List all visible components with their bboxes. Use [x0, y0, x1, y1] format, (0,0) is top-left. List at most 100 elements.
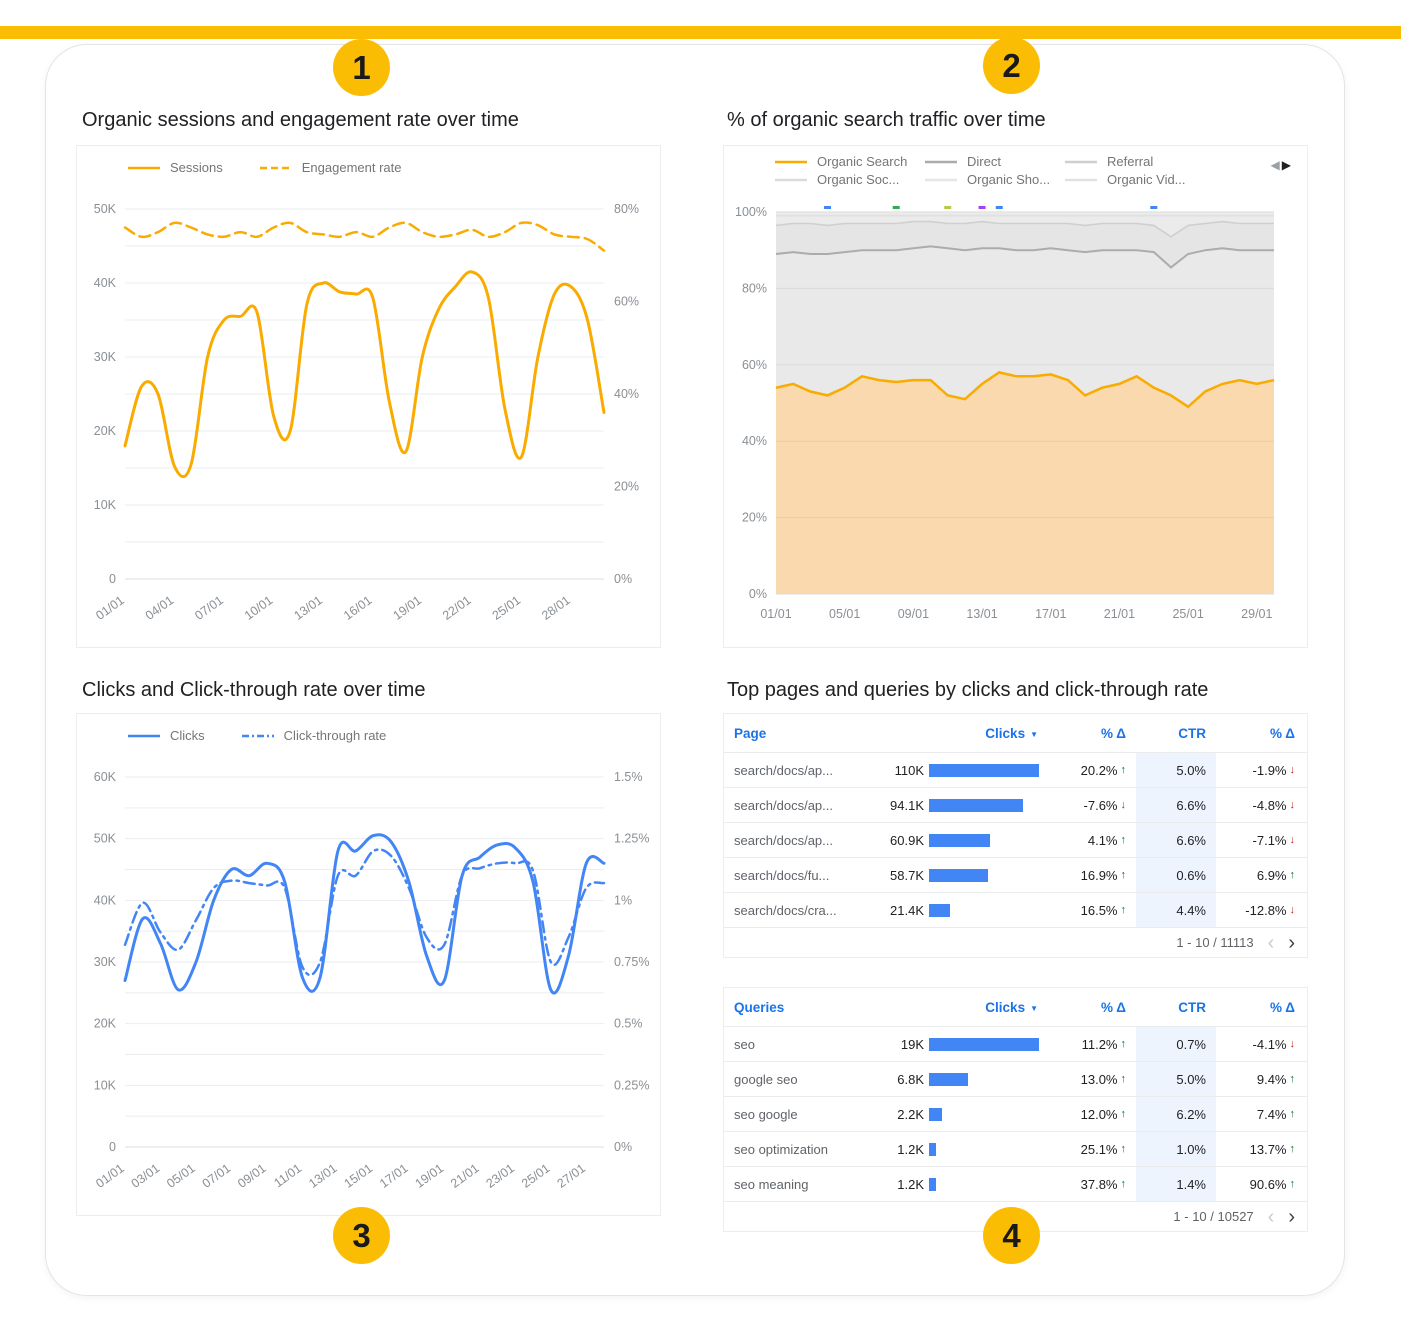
arrow-down-icon: ↓: [1289, 799, 1296, 811]
annotation-badge-3: 3: [333, 1207, 390, 1264]
x-axis-label: 19/01: [413, 1161, 447, 1191]
y-axis-label: 20K: [94, 424, 117, 438]
clicks-cell: 6.8K: [870, 1062, 1048, 1096]
x-axis-label: 21/01: [1104, 607, 1135, 621]
panel-title-traffic: % of organic search traffic over time: [727, 109, 1046, 131]
column-header-queries[interactable]: Queries: [724, 988, 870, 1026]
table-row[interactable]: search/docs/ap... 60.9K 4.1% ↑ 6.6% -7.1% ↓: [724, 823, 1307, 858]
x-axis-label: 01/01: [760, 607, 791, 621]
column-header-label: Clicks: [985, 725, 1026, 741]
table-row[interactable]: google seo 6.8K 13.0% ↑ 5.0% 9.4% ↑: [724, 1062, 1307, 1097]
table-row[interactable]: search/docs/fu... 58.7K 16.9% ↑ 0.6% 6.9% ↑: [724, 858, 1307, 893]
ctr-value: 5.0%: [1136, 753, 1216, 787]
clicks-value: 21.4K: [890, 902, 924, 918]
table-row[interactable]: search/docs/cra... 21.4K 16.5% ↑ 4.4% -12.8% ↓: [724, 893, 1307, 928]
clicks-cell: 94.1K: [870, 788, 1048, 822]
legend-item-organic-vid[interactable]: Organic Vid...: [1064, 172, 1214, 187]
y2-axis-label: 40%: [614, 387, 639, 401]
legend-prev-icon[interactable]: ◀: [1270, 158, 1282, 172]
table-row[interactable]: search/docs/ap... 110K 20.2% ↑ 5.0% -1.9% ↓: [724, 753, 1307, 788]
x-axis-label: 13/01: [306, 1161, 340, 1191]
x-axis-label: 29/01: [1241, 607, 1272, 621]
legend-item-organic-soc[interactable]: Organic Soc...: [774, 172, 924, 187]
y-axis-label: 20%: [742, 511, 767, 525]
legend-label: Sessions: [170, 160, 223, 175]
click-through-rate-line: [123, 848, 606, 977]
pagination-label: 1 - 10 / 11113: [1176, 935, 1254, 950]
legend-next-icon[interactable]: ▶: [1281, 158, 1293, 172]
legend-item-click-through-rate[interactable]: Click-through rate: [241, 728, 386, 743]
legend-label: Organic Vid...: [1107, 172, 1186, 187]
y2-axis-label: 20%: [614, 480, 639, 494]
pagination-next-icon[interactable]: ›: [1288, 1205, 1295, 1228]
sessions-engagement-chart: Sessions Engagement rate 0 10K 20K 30K 40K 50K 0…: [76, 145, 661, 648]
column-header-label: Page: [734, 725, 767, 741]
table-row[interactable]: seo 19K 11.2% ↑ 0.7% -4.1% ↓: [724, 1027, 1307, 1062]
table-row[interactable]: seo optimization 1.2K 25.1% ↑ 1.0% 13.7% ↑: [724, 1132, 1307, 1167]
column-header-label: % Δ: [1101, 999, 1126, 1015]
y-axis-label: 20K: [94, 1017, 117, 1031]
clicks-bar: [929, 763, 1039, 777]
column-header-label: % Δ: [1270, 725, 1295, 741]
y-axis-label: 50K: [94, 202, 117, 216]
column-header-col2[interactable]: % Δ: [1048, 714, 1136, 752]
referral-area: [776, 221, 1274, 268]
column-header-col2[interactable]: % Δ: [1048, 988, 1136, 1026]
sessions-swatch-icon: [128, 166, 160, 169]
column-header-col1[interactable]: Clicks ▼: [870, 714, 1048, 752]
clicks-bar: [929, 903, 950, 917]
arrow-up-icon: ↑: [1120, 764, 1127, 776]
arrow-up-icon: ↑: [1120, 834, 1127, 846]
clicks-bar: [929, 1072, 968, 1086]
delta-cell: 13.0% ↑: [1048, 1062, 1136, 1096]
panel-title-clicks: Clicks and Click-through rate over time: [82, 679, 426, 701]
legend-label: Referral: [1107, 154, 1154, 169]
ctr-value: 5.0%: [1136, 1062, 1216, 1096]
pagination-row: 1 - 10 / 10527 ‹ ›: [724, 1202, 1307, 1231]
y2-axis-label: 1.25%: [614, 832, 649, 846]
clicks-bar: [929, 1107, 942, 1121]
table-row[interactable]: search/docs/ap... 94.1K -7.6% ↓ 6.6% -4.8% ↓: [724, 788, 1307, 823]
legend-item-organic-search[interactable]: Organic Search: [774, 154, 924, 169]
engagement-rate-swatch-icon: [259, 166, 292, 169]
table-row[interactable]: seo meaning 1.2K 37.8% ↑ 1.4% 90.6% ↑: [724, 1167, 1307, 1202]
legend-label: Clicks: [170, 728, 205, 743]
clicks-value: 6.8K: [897, 1071, 924, 1087]
engagement-rate-line: [123, 221, 606, 252]
column-header-col3[interactable]: CTR: [1136, 988, 1216, 1026]
column-header-col3[interactable]: CTR: [1136, 714, 1216, 752]
column-header-page[interactable]: Page: [724, 714, 870, 752]
delta-cell: -1.9% ↓: [1216, 753, 1305, 787]
delta-cell: 90.6% ↑: [1216, 1167, 1305, 1201]
delta-value: 13.0%: [1080, 1071, 1118, 1087]
pagination-prev-icon[interactable]: ‹: [1267, 1205, 1275, 1228]
pagination-next-icon[interactable]: ›: [1288, 931, 1295, 954]
table-row[interactable]: seo google 2.2K 12.0% ↑ 6.2% 7.4% ↑: [724, 1097, 1307, 1132]
legend-item-direct[interactable]: Direct: [924, 154, 1064, 169]
column-header-col4[interactable]: % Δ: [1216, 988, 1305, 1026]
column-header-col1[interactable]: Clicks ▼: [870, 988, 1048, 1026]
arrow-up-icon: ↑: [1289, 1178, 1296, 1190]
y-axis-label: 0: [109, 1140, 116, 1154]
series-markers: [824, 206, 1158, 209]
pagination-prev-icon[interactable]: ‹: [1267, 931, 1275, 954]
x-axis-label: 01/01: [93, 1161, 127, 1191]
legend-item-engagement-rate[interactable]: Engagement rate: [259, 160, 401, 175]
annotation-badge-4: 4: [983, 1207, 1040, 1264]
legend-item-organic-sho[interactable]: Organic Sho...: [924, 172, 1064, 187]
legend-item-clicks[interactable]: Clicks: [127, 728, 205, 743]
x-axis-label: 09/01: [235, 1161, 269, 1191]
clicks-cell: 19K: [870, 1027, 1048, 1061]
sessions_engagement-plot[interactable]: 0 10K 20K 30K 40K 50K 0% 20% 40% 60% 80% 01/01 04/01…: [77, 194, 661, 648]
delta-value: 25.1%: [1080, 1141, 1118, 1157]
organic_traffic_share-plot[interactable]: 0% 20% 40% 60% 80% 100% 01/01 05/01 09/01 13/01 17…: [724, 194, 1308, 648]
arrow-down-icon: ↓: [1289, 764, 1296, 776]
ctr-value: 6.6%: [1136, 823, 1216, 857]
legend-item-referral[interactable]: Referral: [1064, 154, 1214, 169]
column-header-col4[interactable]: % Δ: [1216, 714, 1305, 752]
delta-cell: -12.8% ↓: [1216, 893, 1305, 927]
delta-value: -4.1%: [1252, 1036, 1287, 1052]
clicks_ctr-plot[interactable]: 0 10K 20K 30K 40K 50K 60K 0% 0.25% 0.5% 0.75% 1% 1.2…: [77, 762, 661, 1216]
legend-item-sessions[interactable]: Sessions: [127, 160, 223, 175]
clicks-cell: 58.7K: [870, 858, 1048, 892]
